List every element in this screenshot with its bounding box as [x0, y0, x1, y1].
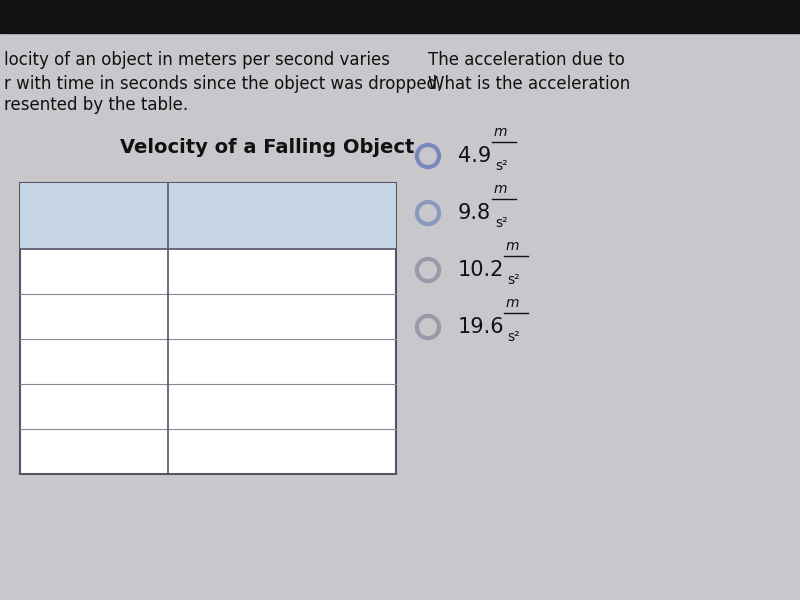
Text: locity of an object in meters per second varies: locity of an object in meters per second… — [4, 51, 390, 69]
Text: 29.4: 29.4 — [262, 398, 302, 415]
Text: 3: 3 — [88, 398, 100, 415]
Text: 1: 1 — [88, 307, 100, 325]
Text: 4.9: 4.9 — [458, 146, 491, 166]
Text: 39.2: 39.2 — [262, 443, 302, 461]
Text: 4: 4 — [88, 443, 100, 461]
Text: 0: 0 — [88, 263, 100, 280]
Text: 9.8: 9.8 — [268, 307, 296, 325]
Text: m: m — [506, 296, 519, 310]
Text: Time: Time — [71, 196, 117, 214]
Text: (seconds): (seconds) — [49, 218, 139, 236]
Text: s²: s² — [507, 273, 520, 287]
Text: m: m — [494, 125, 507, 139]
Text: Velocity: Velocity — [245, 196, 319, 214]
Text: 9.8: 9.8 — [458, 203, 490, 223]
Text: (meters/second): (meters/second) — [205, 218, 359, 236]
Text: Velocity of a Falling Object: Velocity of a Falling Object — [120, 138, 414, 157]
Text: 10.2: 10.2 — [458, 260, 504, 280]
Text: 0: 0 — [276, 263, 288, 280]
Text: s²: s² — [495, 159, 508, 173]
Text: 2: 2 — [88, 353, 100, 371]
Text: 19.6: 19.6 — [262, 353, 302, 371]
Text: m: m — [506, 239, 519, 253]
Text: The acceleration due to: The acceleration due to — [428, 51, 625, 69]
Text: m: m — [494, 182, 507, 196]
Text: What is the acceleration: What is the acceleration — [428, 75, 630, 93]
Text: resented by the table.: resented by the table. — [4, 96, 188, 114]
Text: 19.6: 19.6 — [458, 317, 504, 337]
Text: r with time in seconds since the object was dropped,: r with time in seconds since the object … — [4, 75, 442, 93]
Text: s²: s² — [495, 216, 508, 230]
Text: s²: s² — [507, 330, 520, 344]
